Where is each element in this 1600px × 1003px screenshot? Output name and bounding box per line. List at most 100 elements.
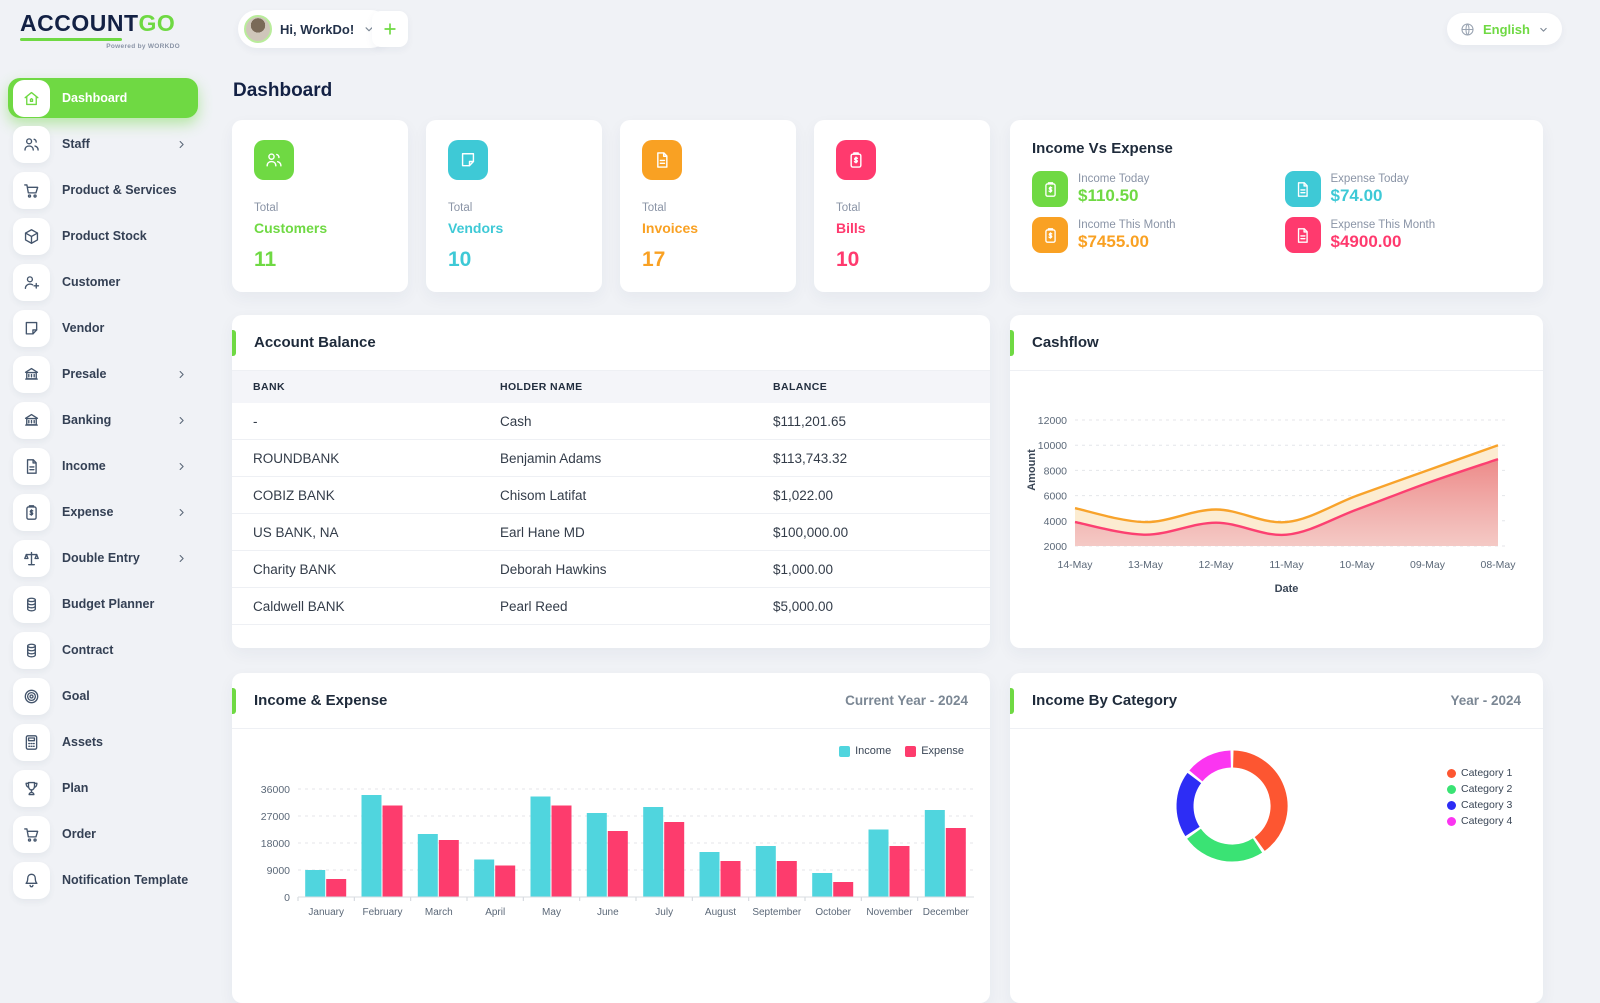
app-logo[interactable]: ACCOUNTGO Powered by WORKDO: [20, 12, 195, 50]
clipboard-dollar-icon: [1032, 217, 1068, 253]
sidebar-item-income[interactable]: Income: [8, 446, 198, 486]
stat-value: 11: [254, 248, 277, 271]
stat-card-customers[interactable]: Total Customers 11: [232, 120, 408, 292]
kpi-value: $4900.00: [1330, 231, 1402, 251]
sidebar-item-plan[interactable]: Plan: [8, 768, 198, 808]
title-accent: [232, 330, 236, 356]
account-balance-table: BANK HOLDER NAME BALANCE - Cash $111,201.65 R…: [232, 371, 990, 625]
holder-name-cell: Benjamin Adams: [479, 439, 752, 477]
sidebar-item-label: Customer: [62, 275, 121, 289]
stat-card-vendors[interactable]: Total Vendors 10: [426, 120, 602, 292]
svg-text:Date: Date: [1275, 583, 1299, 595]
sidebar-item-assets[interactable]: Assets: [8, 722, 198, 762]
legend-label: Income: [855, 745, 892, 757]
svg-text:May: May: [542, 907, 561, 918]
holder-name-cell: Cash: [479, 403, 752, 440]
svg-text:09-May: 09-May: [1410, 559, 1446, 571]
legend-item-category-2[interactable]: Category 2: [1447, 783, 1512, 795]
legend-swatch: [1447, 800, 1456, 810]
svg-text:10-May: 10-May: [1339, 559, 1375, 571]
legend-label: Category 4: [1461, 815, 1513, 827]
column-header-bank: BANK: [232, 371, 479, 403]
user-menu[interactable]: Hi, WorkDo!: [238, 10, 391, 48]
income-expense-header: Income & Expense Current Year - 2024: [232, 673, 990, 729]
kpi-expense-today: Expense Today $74.00: [1284, 171, 1522, 207]
sidebar-item-budget-planner[interactable]: Budget Planner: [8, 584, 198, 624]
sidebar-item-label: Dashboard: [62, 91, 128, 105]
kpi-value: $74.00: [1330, 185, 1383, 205]
sidebar-item-product-and-services[interactable]: Product & Services: [8, 170, 198, 210]
stat-value: 17: [642, 248, 666, 271]
bank-icon: [13, 355, 50, 393]
sidebar-item-contract[interactable]: Contract: [8, 630, 198, 670]
column-header-balance: BALANCE: [752, 371, 990, 403]
income-expense-chart: 0 9000 18000 27000 36000 January February March…: [232, 757, 990, 934]
chevron-right-icon: [175, 414, 188, 427]
clipboard-dollar-icon: [1032, 171, 1068, 207]
svg-text:08-May: 08-May: [1480, 559, 1516, 571]
bank-icon: [13, 401, 50, 439]
sidebar-item-product-stock[interactable]: Product Stock: [8, 216, 198, 256]
file-icon: [642, 140, 682, 180]
target-icon: [13, 677, 50, 715]
sidebar: Dashboard Staff Product & Services Product …: [8, 78, 198, 906]
greeting-text: Hi, WorkDo!: [280, 21, 355, 37]
title-accent: [232, 688, 236, 714]
cashflow-title: Cashflow: [1032, 334, 1099, 351]
stat-prefix: Total: [448, 202, 473, 214]
kpi-label: Expense This Month: [1330, 218, 1436, 231]
sidebar-item-order[interactable]: Order: [8, 814, 198, 854]
bank-cell: COBIZ BANK: [232, 476, 479, 514]
balance-cell: $5,000.00: [752, 587, 990, 625]
users-icon: [254, 140, 294, 180]
legend-item-category-1[interactable]: Category 1: [1447, 767, 1512, 779]
add-button[interactable]: [372, 11, 408, 47]
legend-item-expense[interactable]: Expense: [905, 745, 964, 757]
holder-name-cell: Deborah Hawkins: [479, 550, 752, 588]
donut-legend: Category 1 Category 2 Category 3 Category 4: [1447, 767, 1512, 827]
legend-item-income[interactable]: Income: [839, 745, 891, 757]
svg-text:4000: 4000: [1044, 516, 1068, 528]
stat-card-bills[interactable]: Total Bills 10: [814, 120, 990, 292]
income-by-category-card: Income By Category Year - 2024 Category …: [1010, 673, 1543, 1003]
legend-swatch: [839, 745, 851, 757]
chevron-down-icon: [362, 22, 376, 36]
sidebar-item-presale[interactable]: Presale: [8, 354, 198, 394]
legend-item-category-4[interactable]: Category 4: [1447, 815, 1512, 827]
chevron-right-icon: [175, 138, 188, 151]
sidebar-item-dashboard[interactable]: Dashboard: [8, 78, 198, 118]
svg-text:July: July: [655, 907, 673, 918]
sidebar-item-label: Expense: [62, 505, 114, 519]
legend-item-category-3[interactable]: Category 3: [1447, 799, 1512, 811]
svg-text:8000: 8000: [1044, 465, 1068, 477]
stat-card-invoices[interactable]: Total Invoices 17: [620, 120, 796, 292]
language-selector[interactable]: English: [1447, 13, 1562, 45]
trophy-icon: [13, 769, 50, 807]
stats-row: Total Customers 11 Total Vendors 10 Total Invoi…: [232, 120, 990, 292]
income-by-category-chart: Category 1 Category 2 Category 3 Category 4: [1010, 729, 1543, 993]
svg-text:April: April: [485, 907, 505, 918]
sidebar-item-label: Staff: [62, 137, 90, 151]
title-accent: [1010, 330, 1014, 356]
sidebar-item-double-entry[interactable]: Double Entry: [8, 538, 198, 578]
income-by-category-period: Year - 2024: [1450, 693, 1521, 708]
sidebar-item-customer[interactable]: Customer: [8, 262, 198, 302]
sidebar-item-goal[interactable]: Goal: [8, 676, 198, 716]
sidebar-item-vendor[interactable]: Vendor: [8, 308, 198, 348]
svg-text:October: October: [815, 907, 851, 918]
cart-icon: [13, 171, 50, 209]
sidebar-item-expense[interactable]: Expense: [8, 492, 198, 532]
legend-label: Category 3: [1461, 799, 1513, 811]
sidebar-item-banking[interactable]: Banking: [8, 400, 198, 440]
svg-text:27000: 27000: [261, 811, 290, 823]
sidebar-item-staff[interactable]: Staff: [8, 124, 198, 164]
sidebar-item-notification-template[interactable]: Notification Template: [8, 860, 198, 900]
sidebar-item-label: Budget Planner: [62, 597, 155, 611]
language-label: English: [1483, 21, 1530, 37]
holder-name-cell: Chisom Latifat: [479, 476, 752, 514]
stat-prefix: Total: [254, 202, 279, 214]
svg-text:February: February: [362, 907, 402, 918]
file-icon: [1284, 171, 1321, 207]
stat-prefix: Total: [836, 202, 861, 214]
legend-swatch: [1447, 768, 1456, 778]
